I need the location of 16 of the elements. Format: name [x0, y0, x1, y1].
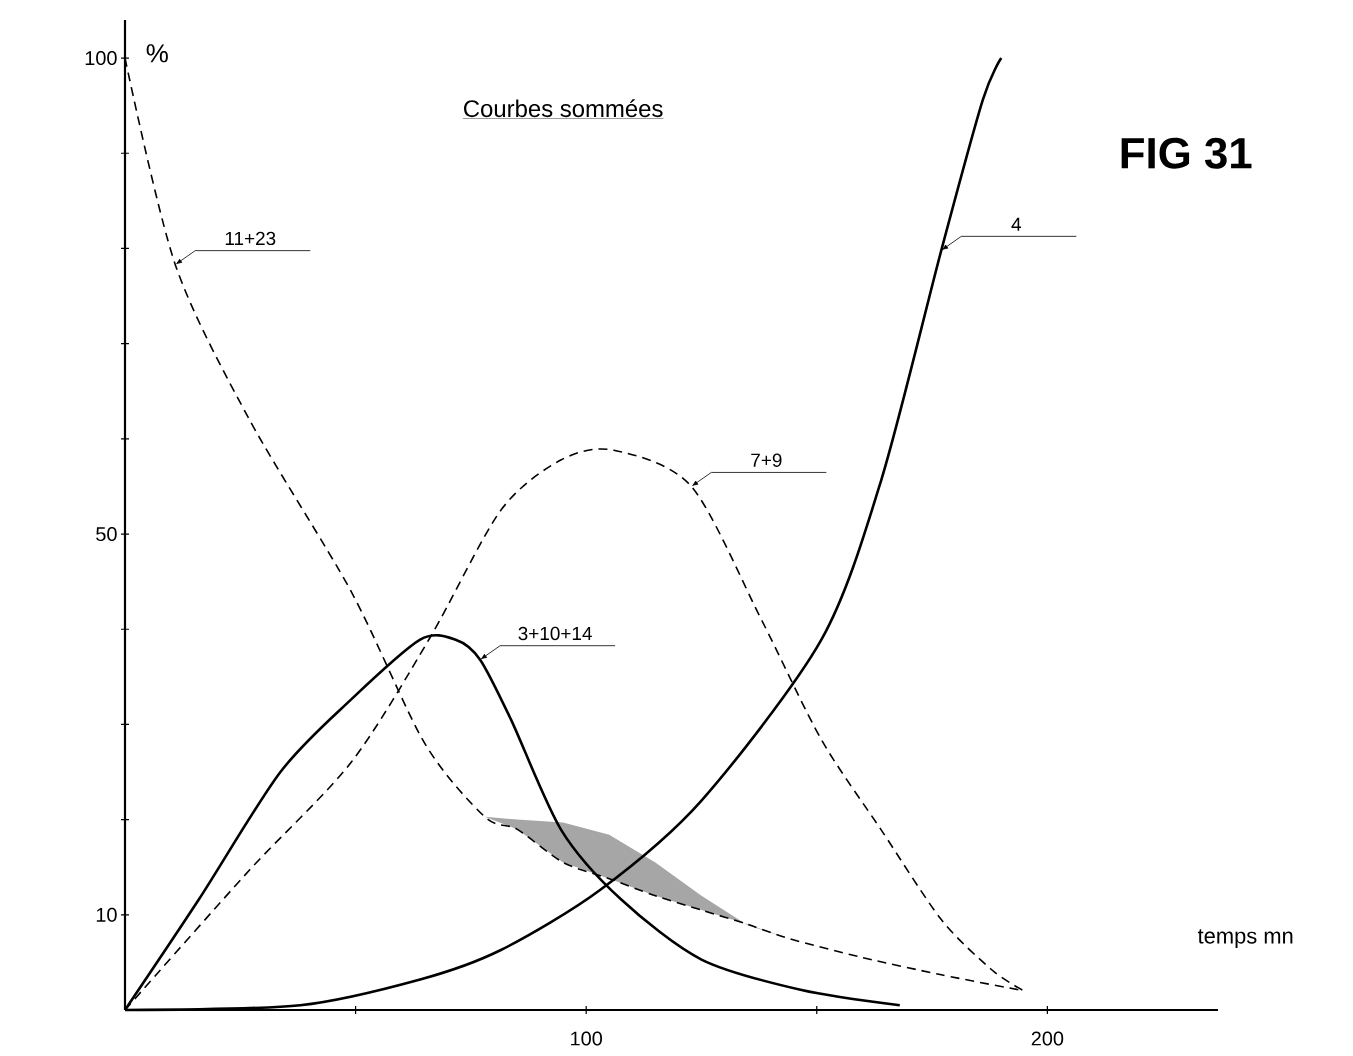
text: 11+23 — [225, 231, 276, 246]
annotation: FIG 31 — [1121, 137, 1252, 169]
series-label: 3+10+14 — [518, 626, 592, 641]
point — [176, 258, 183, 265]
y-tick-label: 50 — [96, 526, 117, 542]
point — [481, 653, 487, 660]
text: Courbes sommées — [464, 99, 663, 118]
text: 7+9 — [751, 453, 782, 467]
y-axis-title: % — [146, 44, 168, 63]
text: 4 — [1011, 217, 1021, 231]
y-tick-label: 100 — [85, 51, 117, 66]
x-tick-label: 200 — [1031, 1031, 1064, 1046]
y-tick-label: 10 — [96, 907, 117, 922]
point — [942, 244, 949, 250]
x-axis-title: temps mn — [1197, 929, 1293, 948]
point — [692, 480, 699, 486]
